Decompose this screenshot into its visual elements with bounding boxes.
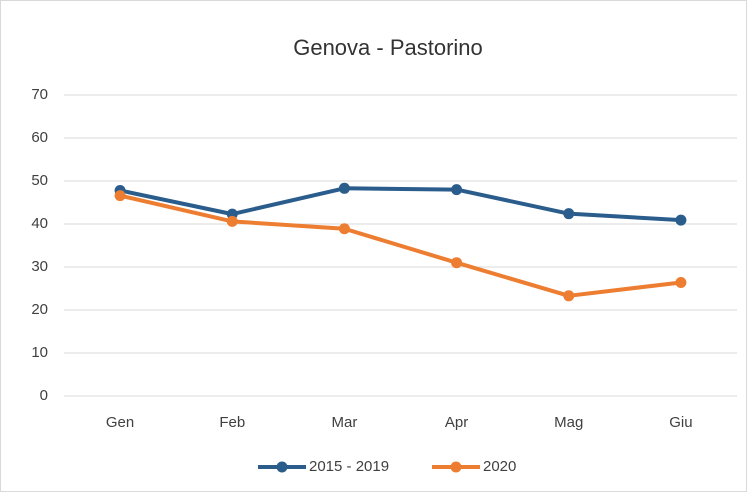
- data-point: [338, 223, 350, 235]
- legend-label: 2015 - 2019: [309, 458, 389, 475]
- data-point: [338, 182, 350, 194]
- y-tick-label: 30: [31, 258, 48, 275]
- y-tick-label: 70: [31, 86, 48, 103]
- y-tick-label: 10: [31, 344, 48, 361]
- x-tick-label: Giu: [669, 414, 692, 431]
- data-point: [675, 214, 687, 226]
- x-tick-label: Feb: [219, 414, 245, 431]
- y-tick-label: 50: [31, 172, 48, 189]
- chart-title: Genova - Pastorino: [293, 35, 483, 60]
- data-point: [451, 184, 463, 196]
- y-tick-label: 20: [31, 301, 48, 318]
- x-tick-label: Mar: [331, 414, 357, 431]
- y-tick-label: 40: [31, 215, 48, 232]
- data-point: [226, 215, 238, 227]
- legend-label: 2020: [483, 458, 516, 475]
- data-point: [451, 257, 463, 269]
- x-tick-label: Apr: [445, 414, 468, 431]
- x-tick-label: Mag: [554, 414, 583, 431]
- data-point: [563, 208, 575, 220]
- series-line: [119, 186, 682, 223]
- data-point: [114, 190, 126, 202]
- legend-marker: [450, 461, 462, 473]
- y-tick-label: 60: [31, 129, 48, 146]
- data-point: [675, 276, 687, 288]
- x-tick-label: Gen: [106, 414, 134, 431]
- series-line: [119, 193, 682, 298]
- data-point: [563, 290, 575, 302]
- legend-marker: [276, 461, 288, 473]
- y-tick-label: 0: [40, 387, 48, 404]
